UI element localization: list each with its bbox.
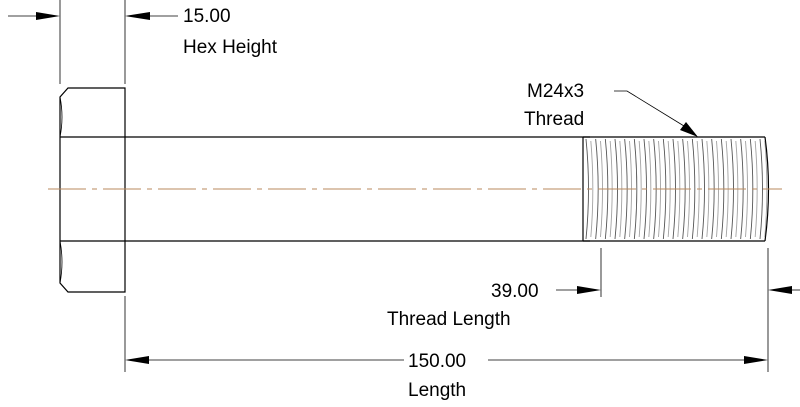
thread-crest-line [595, 138, 599, 240]
hex-height-label: Hex Height [183, 37, 278, 58]
extension-lines [59, 0, 769, 372]
thread-root-line [745, 140, 748, 238]
thread-crest-line [701, 138, 705, 240]
thread-crest-line [633, 138, 638, 240]
hex-height-dimension [8, 12, 178, 20]
thread-root-line [754, 140, 758, 238]
thread-spec-value: M24x3 [527, 81, 584, 102]
thread-length-dimension [556, 286, 800, 294]
hex-height-value: 15.00 [183, 6, 231, 27]
thread-root-line [648, 140, 652, 238]
thread-spec-label: Thread [524, 109, 584, 130]
thread-crest-line [759, 138, 763, 240]
length-value: 150.00 [408, 351, 466, 372]
thread-length-label: Thread Length [387, 309, 511, 330]
thread-root-line [638, 140, 642, 238]
bolt-head [59, 87, 126, 293]
thread-crest-line [691, 138, 696, 240]
thread-length-value: 39.00 [491, 281, 539, 302]
length-dimension [125, 356, 768, 364]
bolt-shank [125, 136, 590, 242]
thread-root-line [590, 140, 594, 238]
length-label: Length [408, 380, 466, 401]
thread-callout-leader [614, 90, 698, 137]
